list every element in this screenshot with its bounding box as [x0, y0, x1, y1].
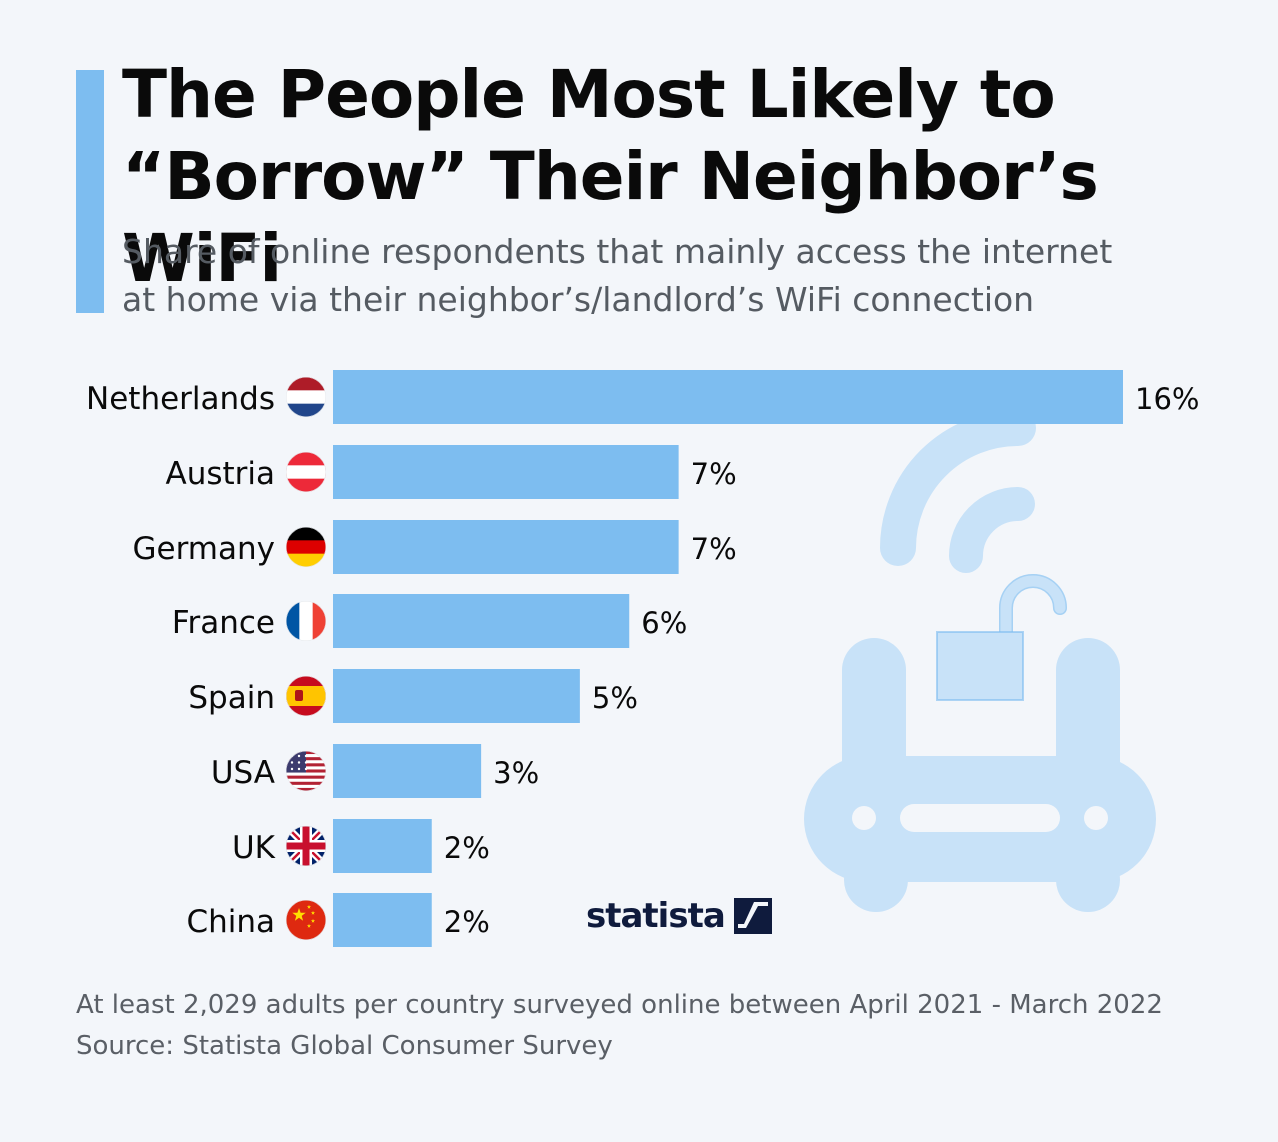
- bar-china: [333, 893, 432, 947]
- chart-subtitle: Share of online respondents that mainly …: [122, 228, 1242, 324]
- router-body-icon: [804, 756, 1156, 912]
- category-label-uk: UK: [232, 830, 276, 866]
- bar-netherlands: [333, 370, 1123, 424]
- bar-france: [333, 594, 630, 648]
- value-label-germany: 7%: [691, 532, 737, 566]
- value-label-austria: 7%: [691, 457, 737, 491]
- accent-bar: [76, 70, 104, 313]
- netherlands-flag: [286, 377, 326, 417]
- statista-mark-icon: [733, 898, 772, 934]
- value-label-france: 6%: [641, 606, 687, 640]
- bar-austria: [333, 445, 679, 499]
- value-label-usa: 3%: [493, 756, 539, 790]
- bar-usa: [333, 744, 482, 798]
- bar-spain: [333, 669, 580, 723]
- category-label-spain: Spain: [188, 680, 275, 716]
- category-label-germany: Germany: [133, 531, 275, 567]
- wifi-router-unlocked-icon: [804, 410, 1156, 912]
- subtitle-line-2: at home via their neighbor’s/landlord’s …: [122, 280, 1035, 319]
- title-line-1: The People Most Likely to: [122, 56, 1056, 133]
- statista-logo: statista: [586, 893, 772, 939]
- chart-title: The People Most Likely to “Borrow” Their…: [122, 54, 1262, 300]
- source-note: Source: Statista Global Consumer Survey: [76, 1031, 613, 1061]
- austria-flag: [286, 452, 326, 492]
- value-label-spain: 5%: [592, 681, 638, 715]
- title-line-2: “Borrow” Their Neighbor’s WiFi: [122, 138, 1099, 297]
- category-label-france: France: [172, 605, 275, 641]
- uk-flag: [286, 826, 326, 866]
- category-label-austria: Austria: [165, 456, 275, 492]
- spain-flag: [286, 676, 326, 716]
- survey-note: At least 2,029 adults per country survey…: [76, 990, 1163, 1020]
- usa-flag: [286, 751, 326, 791]
- category-label-china: China: [186, 904, 275, 940]
- bar-uk: [333, 819, 432, 873]
- open-padlock-icon: [936, 574, 1067, 701]
- footnote: At least 2,029 adults per country survey…: [76, 985, 1256, 1067]
- value-label-netherlands: 16%: [1135, 382, 1199, 416]
- germany-flag: [286, 527, 326, 567]
- france-flag: [286, 601, 326, 641]
- china-flag: [286, 900, 326, 940]
- category-label-netherlands: Netherlands: [86, 381, 275, 417]
- category-label-usa: USA: [211, 755, 275, 791]
- value-label-china: 2%: [444, 905, 490, 939]
- bar-germany: [333, 520, 679, 574]
- statista-wordmark: statista: [586, 896, 726, 936]
- wifi-signal-icon: [880, 410, 1036, 573]
- subtitle-line-1: Share of online respondents that mainly …: [122, 232, 1113, 271]
- value-label-uk: 2%: [444, 831, 490, 865]
